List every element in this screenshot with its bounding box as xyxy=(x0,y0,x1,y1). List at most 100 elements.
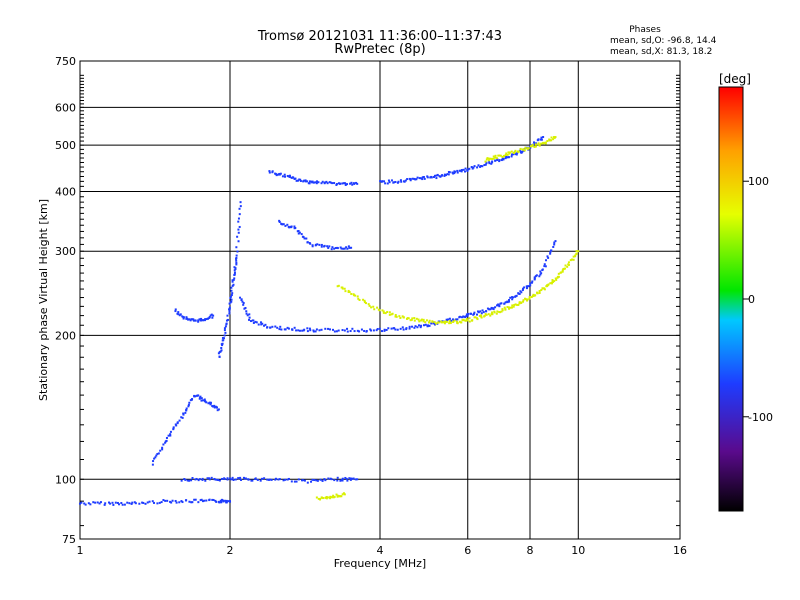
data-point xyxy=(260,323,263,326)
data-point xyxy=(284,478,287,481)
data-point xyxy=(456,321,459,324)
data-point xyxy=(290,225,293,228)
data-point xyxy=(433,323,436,326)
data-point xyxy=(540,138,543,141)
data-point xyxy=(313,479,316,482)
data-point xyxy=(309,329,312,332)
data-point xyxy=(393,327,396,330)
data-point xyxy=(574,254,577,257)
data-point xyxy=(357,297,360,300)
data-point xyxy=(172,426,175,429)
colorbar-ticks: 100 0 -100 xyxy=(743,175,773,424)
data-point xyxy=(174,310,177,313)
data-point xyxy=(279,325,282,328)
data-point xyxy=(264,323,267,326)
data-point xyxy=(468,317,471,320)
data-point xyxy=(191,318,194,321)
data-point xyxy=(217,408,220,411)
data-point xyxy=(543,265,546,268)
data-point xyxy=(407,317,410,320)
data-point xyxy=(538,144,541,147)
data-point xyxy=(399,317,402,320)
data-point xyxy=(312,330,315,333)
data-point xyxy=(146,501,149,504)
data-point xyxy=(381,309,384,312)
data-point xyxy=(279,172,282,175)
data-point xyxy=(398,315,401,318)
data-point xyxy=(281,223,284,226)
data-point xyxy=(237,240,240,243)
data-point xyxy=(228,310,231,313)
data-point xyxy=(224,499,227,502)
data-point xyxy=(383,328,386,331)
data-point xyxy=(372,329,375,332)
data-point xyxy=(242,303,245,306)
data-point xyxy=(553,280,556,283)
data-point xyxy=(435,177,438,180)
data-point xyxy=(153,457,156,460)
data-point xyxy=(201,500,204,503)
data-point xyxy=(326,245,329,248)
data-point xyxy=(179,313,182,316)
data-point xyxy=(231,279,234,282)
data-point xyxy=(521,150,524,153)
data-point xyxy=(542,136,545,139)
data-point xyxy=(160,501,163,504)
data-point xyxy=(291,328,294,331)
data-point xyxy=(162,499,165,502)
data-point xyxy=(211,498,214,501)
data-point xyxy=(315,328,318,331)
data-point xyxy=(238,213,241,216)
data-point xyxy=(546,255,549,258)
data-point xyxy=(370,306,373,309)
data-point xyxy=(342,182,345,185)
data-point xyxy=(337,494,340,497)
data-point xyxy=(430,322,433,325)
data-point xyxy=(512,153,515,156)
data-point xyxy=(490,162,493,165)
data-point xyxy=(249,320,252,323)
data-point xyxy=(153,501,156,504)
data-point xyxy=(433,174,436,177)
data-point xyxy=(411,177,414,180)
data-point xyxy=(473,165,476,168)
data-point xyxy=(111,501,114,504)
data-point xyxy=(194,319,197,322)
data-point xyxy=(529,146,532,149)
data-point xyxy=(449,319,452,322)
data-point xyxy=(235,256,238,259)
data-point xyxy=(539,270,542,273)
data-point xyxy=(266,478,269,481)
data-point xyxy=(540,142,543,145)
data-point xyxy=(212,498,215,501)
data-point xyxy=(521,148,524,151)
data-point xyxy=(302,479,305,482)
data-point xyxy=(345,246,348,249)
data-point xyxy=(303,237,306,240)
data-point xyxy=(460,316,463,319)
data-point xyxy=(509,296,512,299)
data-point xyxy=(567,263,570,266)
data-point xyxy=(257,323,260,326)
data-point xyxy=(288,226,291,229)
data-point xyxy=(399,179,402,182)
data-point xyxy=(506,156,509,159)
data-point xyxy=(228,302,231,305)
data-point xyxy=(354,294,357,297)
data-points xyxy=(78,136,580,506)
data-point xyxy=(223,478,226,481)
data-point xyxy=(240,478,243,481)
data-point xyxy=(340,247,343,250)
data-point xyxy=(512,296,515,299)
x-tick-label: 16 xyxy=(673,544,687,557)
data-point xyxy=(488,161,491,164)
data-point xyxy=(455,320,458,323)
data-point xyxy=(297,329,300,332)
data-point xyxy=(491,313,494,316)
data-point xyxy=(215,478,218,481)
data-point xyxy=(225,501,228,504)
data-point xyxy=(220,349,223,352)
chart-title: Tromsø 20121031 11:36:00–11:37:43 xyxy=(257,29,502,44)
data-point xyxy=(208,478,211,481)
